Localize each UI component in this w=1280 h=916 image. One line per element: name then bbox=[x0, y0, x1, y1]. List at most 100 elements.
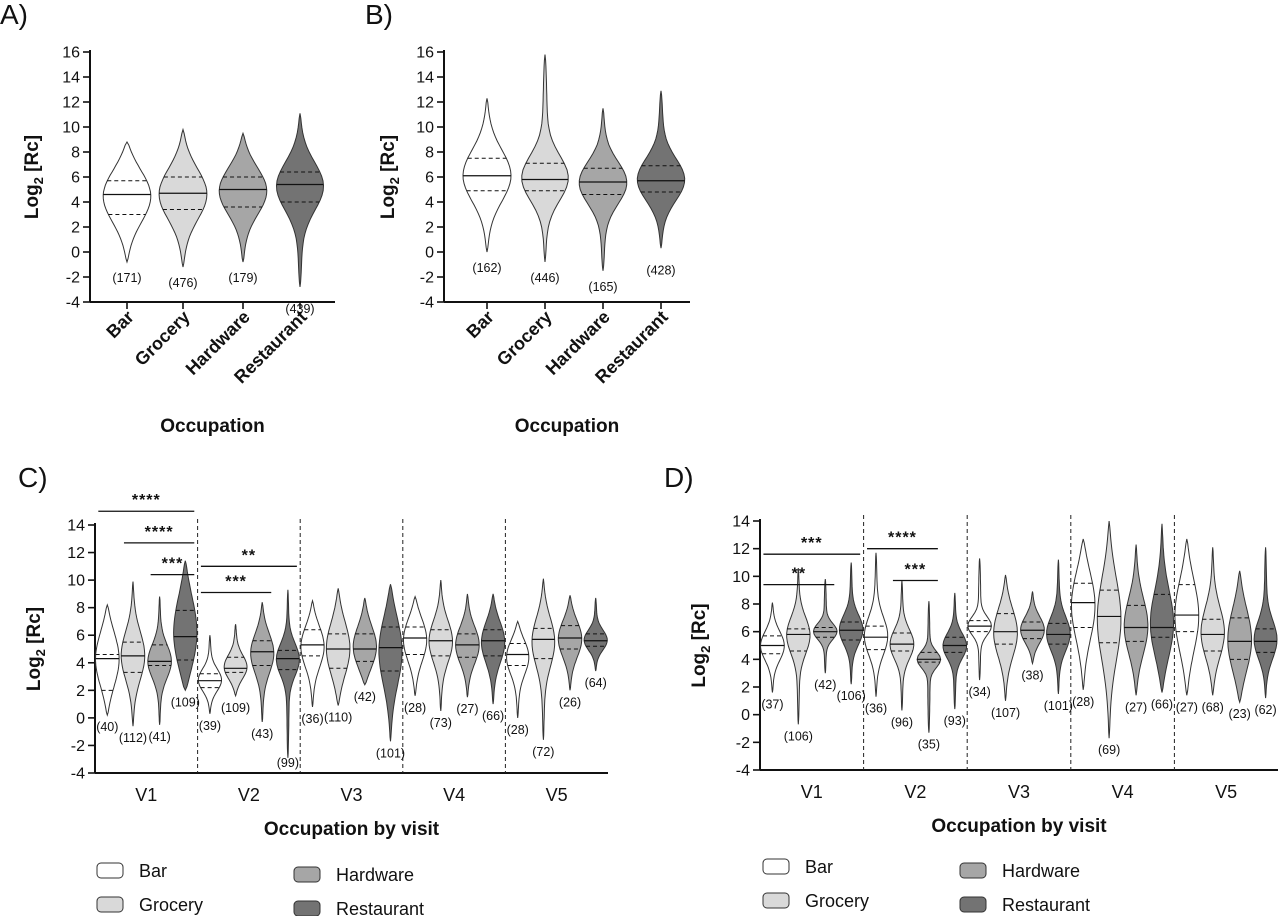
legend-label-grocery: Grocery bbox=[139, 895, 203, 915]
violin-bar: (162) bbox=[462, 98, 512, 275]
violin-grocery: (446) bbox=[521, 54, 569, 285]
violin-body-restaurant bbox=[583, 597, 608, 672]
violin-body-bar bbox=[300, 598, 325, 707]
n-label: (23) bbox=[1229, 707, 1251, 721]
legend-item-grocery: Grocery bbox=[762, 891, 869, 911]
significance-label: *** bbox=[162, 556, 184, 573]
v2-violin-hardware: (35) bbox=[916, 601, 942, 752]
n-label: (62) bbox=[1254, 703, 1276, 717]
v4-violin-bar: (28) bbox=[403, 595, 428, 715]
v4-violin-hardware: (27) bbox=[1123, 544, 1149, 714]
n-label: (40) bbox=[96, 720, 118, 734]
violin-body-bar bbox=[863, 552, 889, 697]
violin-body-grocery bbox=[1096, 520, 1122, 739]
x-axis-title: Occupation bbox=[515, 416, 620, 437]
n-label: (101) bbox=[376, 746, 405, 760]
legend-swatch-restaurant bbox=[293, 900, 321, 916]
n-label: (72) bbox=[532, 745, 554, 759]
violin-body-hardware bbox=[916, 601, 942, 733]
n-label: (39) bbox=[199, 719, 221, 733]
v2-violin-bar: (36) bbox=[863, 552, 889, 716]
y-tick-label: 8 bbox=[425, 145, 434, 162]
violin-body-restaurant bbox=[378, 584, 403, 742]
y-tick-label: 14 bbox=[416, 70, 434, 87]
n-label: (64) bbox=[585, 676, 607, 690]
violin-body-grocery bbox=[223, 624, 248, 698]
n-label: (109) bbox=[171, 695, 200, 709]
n-label: (112) bbox=[119, 731, 147, 745]
y-tick-label: -2 bbox=[71, 738, 85, 755]
y-tick-label: 4 bbox=[76, 655, 85, 672]
violin-hardware: (165) bbox=[578, 108, 628, 294]
v1-violin-grocery: (106) bbox=[784, 567, 813, 743]
n-label: (36) bbox=[865, 702, 887, 716]
x-tick-label-v1: V1 bbox=[801, 782, 823, 802]
violin-body-grocery bbox=[1200, 547, 1225, 696]
violin-body-bar bbox=[1071, 538, 1096, 690]
violin-body-restaurant bbox=[173, 560, 198, 692]
violin-body-restaurant bbox=[275, 589, 300, 758]
y-axis-label: Log2 [Rc] bbox=[689, 603, 713, 687]
v1-violin-bar: (40) bbox=[94, 603, 120, 734]
x-tick-label-v3: V3 bbox=[1008, 782, 1030, 802]
violin-restaurant: (439) bbox=[275, 113, 325, 316]
significance-label: *** bbox=[801, 535, 823, 552]
violin-body-hardware bbox=[218, 131, 268, 263]
n-label: (171) bbox=[112, 271, 141, 285]
n-label: (28) bbox=[507, 723, 529, 737]
legend-swatch-grocery bbox=[762, 892, 790, 909]
violin-body-hardware bbox=[147, 596, 172, 725]
n-label: (109) bbox=[221, 701, 250, 715]
n-label: (476) bbox=[168, 276, 197, 290]
n-label: (37) bbox=[761, 698, 783, 712]
n-label: (42) bbox=[814, 678, 836, 692]
y-tick-label: 2 bbox=[425, 220, 434, 237]
y-tick-label: 2 bbox=[741, 680, 750, 697]
x-tick-label-bar: Bar bbox=[462, 307, 497, 342]
y-tick-label: 0 bbox=[71, 245, 80, 262]
y-axis-label: Log2 [Rc] bbox=[378, 135, 402, 219]
n-label: (42) bbox=[354, 690, 376, 704]
legend-label-bar: Bar bbox=[805, 857, 833, 877]
y-tick-label: 8 bbox=[71, 145, 80, 162]
y-tick-label: 12 bbox=[67, 545, 85, 562]
violin-body-restaurant bbox=[480, 593, 506, 705]
legend-item-bar: Bar bbox=[762, 857, 833, 877]
y-tick-label: 12 bbox=[416, 95, 434, 112]
v4-violin-hardware: (27) bbox=[455, 593, 480, 716]
y-tick-label: 6 bbox=[71, 170, 80, 187]
n-label: (69) bbox=[1098, 743, 1120, 757]
n-label: (27) bbox=[456, 702, 478, 716]
y-tick-label: 4 bbox=[425, 195, 434, 212]
y-axis-label: Log2 [Rc] bbox=[24, 607, 48, 691]
v5-violin-restaurant: (64) bbox=[583, 597, 608, 690]
n-label: (93) bbox=[944, 714, 966, 728]
n-label: (107) bbox=[991, 706, 1020, 720]
n-label: (38) bbox=[1021, 668, 1043, 682]
v4-violin-restaurant: (66) bbox=[1149, 523, 1174, 712]
y-tick-label: 0 bbox=[741, 707, 750, 724]
x-tick-label-v4: V4 bbox=[1112, 782, 1134, 802]
v3-violin-hardware: (42) bbox=[352, 597, 378, 704]
violin-grocery: (476) bbox=[158, 127, 208, 290]
n-label: (446) bbox=[530, 271, 559, 285]
y-axis-label: Log2 [Rc] bbox=[22, 135, 46, 219]
y-tick-label: 0 bbox=[425, 245, 434, 262]
violin-body-grocery bbox=[531, 578, 556, 740]
v5-violin-hardware: (23) bbox=[1227, 570, 1253, 721]
significance-label: **** bbox=[888, 530, 917, 547]
legend-swatch-restaurant bbox=[959, 896, 987, 913]
n-label: (34) bbox=[969, 685, 991, 699]
y-tick-label: -2 bbox=[736, 735, 750, 752]
y-tick-label: 10 bbox=[62, 120, 80, 137]
violin-body-restaurant bbox=[838, 562, 864, 685]
x-tick-label-v3: V3 bbox=[340, 785, 362, 805]
y-tick-label: 6 bbox=[425, 170, 434, 187]
v5-violin-grocery: (68) bbox=[1200, 547, 1225, 714]
y-tick-label: 12 bbox=[732, 541, 750, 558]
violin-body-restaurant bbox=[275, 113, 325, 288]
y-tick-label: 8 bbox=[76, 600, 85, 617]
